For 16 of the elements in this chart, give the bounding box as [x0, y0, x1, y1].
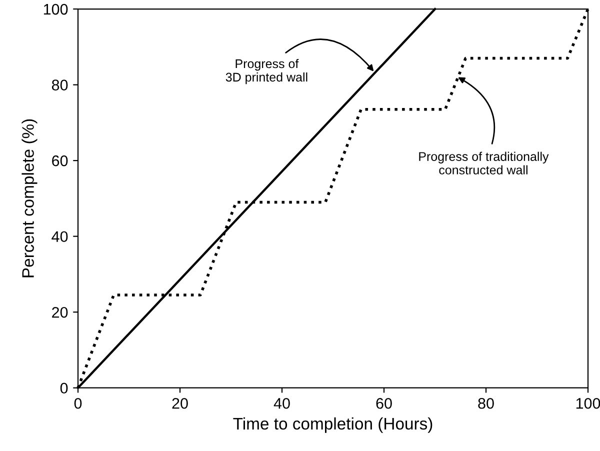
- y-tick-label: 100: [44, 4, 68, 15]
- x-tick-label: 80: [478, 398, 494, 409]
- x-axis-title: Time to completion (Hours): [233, 417, 432, 433]
- x-tick-label: 0: [74, 398, 82, 409]
- annotation: Progress of 3D printed wall: [226, 58, 308, 84]
- y-tick-label: 80: [52, 80, 68, 90]
- x-tick-label: 100: [576, 398, 600, 409]
- x-tick-label: 20: [172, 398, 188, 409]
- y-tick-label: 60: [52, 155, 68, 166]
- x-tick-label: 60: [376, 398, 392, 409]
- x-tick-label: 40: [274, 398, 290, 409]
- y-tick-label: 40: [52, 231, 68, 242]
- y-axis-title: Percent complete (%): [22, 119, 38, 278]
- y-tick-label: 20: [52, 306, 68, 318]
- annotation: Progress of traditionally constructed wall: [419, 152, 549, 174]
- y-tick-label: 0: [60, 382, 68, 394]
